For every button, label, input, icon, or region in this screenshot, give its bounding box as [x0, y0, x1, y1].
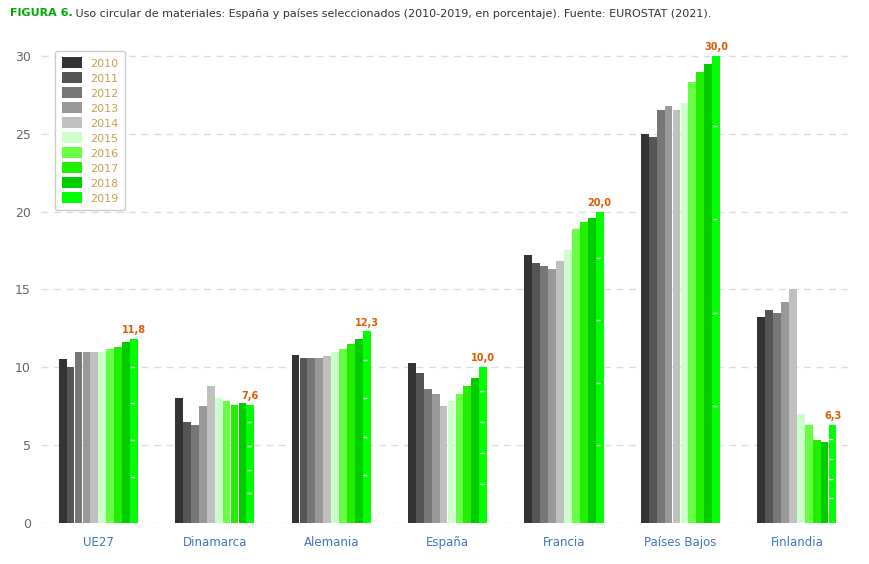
Bar: [176, 398, 183, 523]
Bar: [641, 134, 648, 523]
Bar: [471, 378, 479, 523]
Text: FIGURA 6.: FIGURA 6.: [10, 8, 73, 19]
Bar: [183, 422, 191, 523]
Bar: [533, 263, 541, 523]
Bar: [123, 342, 129, 523]
Bar: [331, 351, 339, 523]
Bar: [67, 367, 75, 523]
Bar: [463, 386, 471, 523]
Bar: [480, 367, 488, 523]
Bar: [339, 349, 347, 523]
Bar: [215, 398, 222, 523]
Legend: 2010, 2011, 2012, 2013, 2014, 2015, 2016, 2017, 2018, 2019: 2010, 2011, 2012, 2013, 2014, 2015, 2016…: [55, 51, 125, 210]
Bar: [440, 406, 448, 523]
Bar: [308, 358, 315, 523]
Text: 10,0: 10,0: [471, 353, 495, 363]
Bar: [90, 351, 98, 523]
Bar: [300, 358, 308, 523]
Text: 11,8: 11,8: [122, 325, 146, 335]
Bar: [680, 103, 688, 523]
Bar: [408, 363, 416, 523]
Bar: [191, 425, 199, 523]
Bar: [789, 289, 797, 523]
Bar: [704, 64, 712, 523]
Text: 6,3: 6,3: [824, 411, 841, 421]
Bar: [315, 358, 323, 523]
Bar: [347, 344, 355, 523]
Bar: [541, 266, 548, 523]
Text: 30,0: 30,0: [704, 42, 728, 52]
Bar: [238, 403, 246, 523]
Bar: [665, 105, 673, 523]
Bar: [587, 218, 595, 523]
Bar: [424, 389, 432, 523]
Bar: [75, 351, 83, 523]
Bar: [820, 442, 828, 523]
Bar: [766, 310, 773, 523]
Bar: [829, 425, 836, 523]
Bar: [797, 414, 805, 523]
Bar: [713, 56, 720, 523]
Bar: [548, 269, 556, 523]
Bar: [292, 355, 300, 523]
Bar: [773, 312, 781, 523]
Bar: [525, 255, 532, 523]
Bar: [59, 359, 67, 523]
Bar: [455, 394, 463, 523]
Bar: [448, 402, 455, 523]
Text: 20,0: 20,0: [587, 197, 612, 208]
Bar: [230, 404, 238, 523]
Bar: [207, 386, 215, 523]
Bar: [323, 356, 331, 523]
Bar: [355, 339, 362, 523]
Bar: [130, 339, 138, 523]
Text: 12,3: 12,3: [355, 318, 379, 328]
Bar: [673, 111, 680, 523]
Bar: [657, 111, 665, 523]
Bar: [83, 351, 90, 523]
Bar: [696, 72, 704, 523]
Text: 7,6: 7,6: [242, 391, 259, 400]
Bar: [247, 404, 255, 523]
Bar: [363, 332, 371, 523]
Bar: [98, 351, 106, 523]
Bar: [222, 402, 230, 523]
Bar: [106, 349, 114, 523]
Bar: [114, 347, 122, 523]
Bar: [649, 137, 657, 523]
Bar: [199, 406, 207, 523]
Bar: [813, 440, 820, 523]
Bar: [781, 302, 789, 523]
Bar: [416, 373, 424, 523]
Text: Uso circular de materiales: España y países seleccionados (2010-2019, en porcent: Uso circular de materiales: España y paí…: [72, 8, 712, 19]
Bar: [805, 425, 813, 523]
Bar: [572, 228, 580, 523]
Bar: [432, 394, 440, 523]
Bar: [758, 318, 765, 523]
Bar: [580, 222, 587, 523]
Bar: [564, 250, 572, 523]
Bar: [596, 212, 603, 523]
Bar: [688, 82, 696, 523]
Bar: [556, 261, 564, 523]
